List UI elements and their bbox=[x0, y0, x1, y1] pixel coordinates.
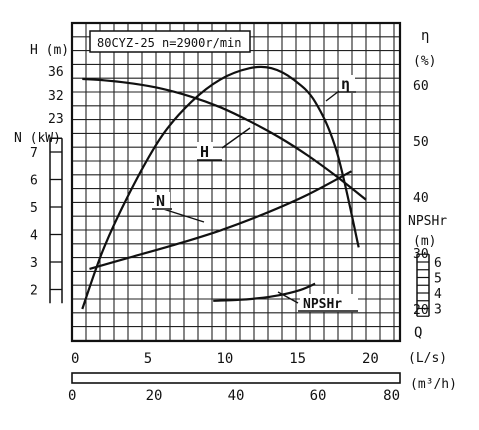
npsh-axis-label: NPSHr bbox=[408, 214, 447, 229]
npsh-tick-label: 5 bbox=[434, 272, 442, 287]
n-label-leader bbox=[159, 207, 205, 223]
x-axis-label: (L/s) bbox=[408, 351, 447, 366]
x2-axis-label: (m³/h) bbox=[410, 377, 457, 392]
npsh-tick-label: 6 bbox=[434, 256, 442, 271]
x-tick-label: 10 bbox=[217, 351, 234, 367]
h-label-bg bbox=[197, 142, 213, 160]
h-tick-32: 32 bbox=[48, 89, 64, 104]
h-tick-36: 36 bbox=[48, 65, 64, 80]
x2-tick-label: 40 bbox=[228, 388, 245, 404]
h-tick-23: 23 bbox=[48, 112, 64, 127]
npsh-curve-label: NPSHr bbox=[303, 297, 342, 312]
chart-title: 80CYZ-25 n=2900r/min bbox=[97, 36, 242, 50]
n-axis: 7 6 5 4 3 2 bbox=[30, 137, 63, 304]
flow-q-label: Q bbox=[414, 325, 422, 341]
x-axis-m3h: 0 20 40 60 80 bbox=[68, 372, 401, 404]
npsh-tick-label: 4 bbox=[434, 287, 442, 302]
eta-label-bg bbox=[339, 75, 355, 93]
eta-tick-label: 50 bbox=[413, 135, 429, 150]
plot-frame bbox=[70, 21, 402, 343]
curve-npshr bbox=[213, 282, 316, 302]
title-box bbox=[89, 30, 251, 53]
n-tick-label: 7 bbox=[30, 146, 38, 161]
x-tick-label: 15 bbox=[289, 351, 306, 367]
n-tick-label: 3 bbox=[30, 256, 38, 271]
x-tick-label: 20 bbox=[362, 351, 379, 367]
x2-tick-label: 60 bbox=[310, 388, 327, 404]
eta-tick-label: 60 bbox=[413, 79, 429, 94]
eta-tick-label: 40 bbox=[413, 191, 429, 206]
curve-h bbox=[82, 77, 367, 201]
n-curve-label: N bbox=[156, 192, 165, 210]
curve-n bbox=[89, 170, 352, 270]
curve-eta bbox=[81, 65, 360, 310]
x2-tick-label: 0 bbox=[68, 388, 76, 404]
eta-axis-unit: (%) bbox=[413, 54, 436, 69]
h-label-leader bbox=[221, 127, 251, 149]
x2-tick-label: 80 bbox=[383, 388, 400, 404]
npsh-label-bg bbox=[300, 294, 358, 312]
eta-curve-label: η bbox=[341, 75, 350, 93]
n-tick-label: 2 bbox=[30, 284, 38, 299]
x2-tick-label: 20 bbox=[146, 388, 163, 404]
x2-axis-bar bbox=[71, 372, 401, 384]
eta-label-leader bbox=[325, 90, 340, 102]
n-tick-label: 5 bbox=[30, 201, 38, 216]
npsh-tick-label: 3 bbox=[434, 303, 442, 318]
x-axis-ls: 0 5 10 15 20 bbox=[71, 340, 400, 367]
grid-lines bbox=[72, 23, 400, 341]
npsh-label-leader bbox=[277, 291, 299, 304]
npsh-axis-unit: (m) bbox=[413, 234, 436, 249]
n-axis-label: N (kW) bbox=[14, 131, 61, 146]
n-label-bg bbox=[154, 192, 170, 210]
n-tick-label: 4 bbox=[30, 229, 38, 244]
h-axis-label: H (m) bbox=[30, 43, 69, 58]
curves bbox=[81, 65, 367, 310]
x-tick-label: 0 bbox=[71, 351, 79, 367]
x-tick-label: 5 bbox=[144, 351, 152, 367]
eta-axis-label: η bbox=[421, 28, 429, 44]
n-tick-label: 6 bbox=[30, 174, 38, 189]
h-curve-label: H bbox=[200, 143, 209, 161]
